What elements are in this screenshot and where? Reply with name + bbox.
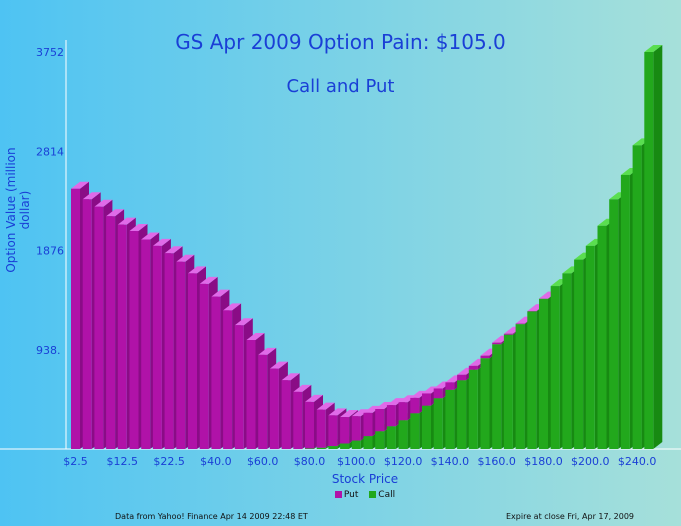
- call-bar: [644, 45, 663, 449]
- x-tick-label: $100.0: [337, 455, 376, 468]
- chart-title: GS Apr 2009 Option Pain: $105.0: [175, 30, 506, 54]
- x-tick-label: $12.5: [107, 455, 139, 468]
- y-tick-label: 2814: [36, 145, 64, 158]
- legend-call-label: Call: [378, 490, 396, 500]
- x-tick-label: $200.0: [571, 455, 610, 468]
- bars-group: [71, 45, 663, 450]
- x-tick-label: $80.0: [294, 455, 326, 468]
- legend-call-swatch: [369, 491, 377, 498]
- x-tick-label: $180.0: [524, 455, 563, 468]
- legend-put-swatch: [334, 491, 342, 498]
- x-tick-label: $240.0: [618, 455, 657, 468]
- data-source-note: Data from Yahoo! Finance Apr 14 2009 22:…: [115, 512, 308, 521]
- x-tick-label: $160.0: [477, 455, 516, 468]
- x-tick-label: $120.0: [384, 455, 423, 468]
- x-tick-label: $2.5: [63, 455, 88, 468]
- x-tick-label: $22.5: [153, 455, 185, 468]
- x-tick-label: $140.0: [431, 455, 470, 468]
- x-axis-label: Stock Price: [331, 472, 399, 486]
- y-tick-label: 938.: [36, 344, 61, 357]
- y-axis-label: Option Value (million dollar): [4, 147, 32, 273]
- y-tick-labels: 938. 1876 2814 3752: [36, 46, 64, 357]
- chart-subtitle: Call and Put: [286, 76, 395, 97]
- legend-put-label: Put: [343, 490, 359, 500]
- x-tick-label: $60.0: [247, 455, 279, 468]
- x-tick-label: $40.0: [200, 455, 232, 468]
- y-tick-label: 3752: [36, 46, 64, 59]
- legend-put: Put: [334, 490, 359, 500]
- legend: Put Call: [0, 490, 681, 500]
- expire-note: Expire at close Fri, Apr 17, 2009: [506, 512, 635, 521]
- y-tick-label: 1876: [36, 245, 64, 258]
- x-tick-labels: $2.5 $12.5 $22.5 $40.0 $60.0 $80.0 $100.0 $120.…: [63, 455, 656, 468]
- legend-call: Call: [369, 490, 395, 500]
